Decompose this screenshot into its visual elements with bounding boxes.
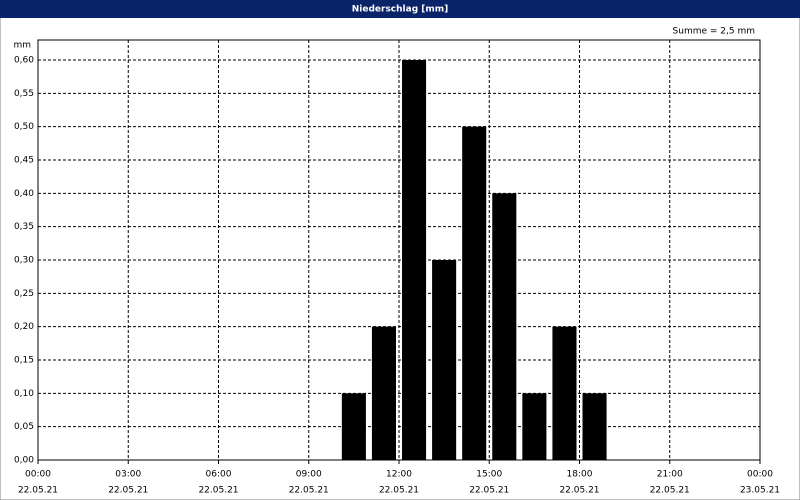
x-tick-date: 22.05.21 <box>379 486 419 496</box>
y-tick-label: 0,55 <box>14 89 34 99</box>
x-tick-date: 22.05.21 <box>198 486 238 496</box>
bar <box>522 393 547 460</box>
x-tick-date: 22.05.21 <box>559 486 599 496</box>
y-tick-label: 0,00 <box>14 456 34 466</box>
x-tick-label: 12:00 <box>386 470 412 480</box>
y-tick-label: 0,45 <box>14 156 34 166</box>
bar <box>552 326 577 460</box>
y-tick-label: 0,10 <box>14 389 34 399</box>
bar <box>341 393 366 460</box>
y-tick-label: 0,25 <box>14 289 34 299</box>
y-tick-label: 0,50 <box>14 122 34 132</box>
bar <box>582 393 607 460</box>
bar <box>371 326 396 460</box>
title-bar <box>0 0 800 18</box>
y-tick-label: 0,20 <box>14 322 34 332</box>
x-tick-date: 22.05.21 <box>108 486 148 496</box>
y-tick-label: 0,60 <box>14 56 34 66</box>
chart-title: Niederschlag [mm] <box>352 5 449 15</box>
plot-frame <box>37 39 761 461</box>
x-tick-date: 22.05.21 <box>650 486 690 496</box>
bar <box>402 60 427 460</box>
x-tick-date: 22.05.21 <box>18 486 58 496</box>
x-tick-label: 06:00 <box>206 470 232 480</box>
x-tick-date: 22.05.21 <box>289 486 329 496</box>
x-tick-label: 15:00 <box>476 470 502 480</box>
y-tick-label: 0,05 <box>14 422 34 432</box>
bar <box>432 260 457 460</box>
y-axis-label: mm <box>13 41 31 51</box>
x-tick-date: 23.05.21 <box>740 486 780 496</box>
bar <box>462 126 487 461</box>
y-tick-label: 0,15 <box>14 356 34 366</box>
x-tick-date: 22.05.21 <box>469 486 509 496</box>
bar <box>492 193 517 461</box>
annotation: Summe = 2,5 mm <box>673 27 755 37</box>
x-tick-label: 03:00 <box>115 470 141 480</box>
y-tick-label: 0,30 <box>14 256 34 266</box>
x-tick-label: 00:00 <box>25 470 51 480</box>
y-tick-label: 0,35 <box>14 222 34 232</box>
x-tick-label: 00:00 <box>747 470 773 480</box>
y-tick-label: 0,40 <box>14 189 34 199</box>
x-tick-label: 09:00 <box>296 470 322 480</box>
x-tick-label: 18:00 <box>567 470 593 480</box>
x-tick-label: 21:00 <box>657 470 683 480</box>
